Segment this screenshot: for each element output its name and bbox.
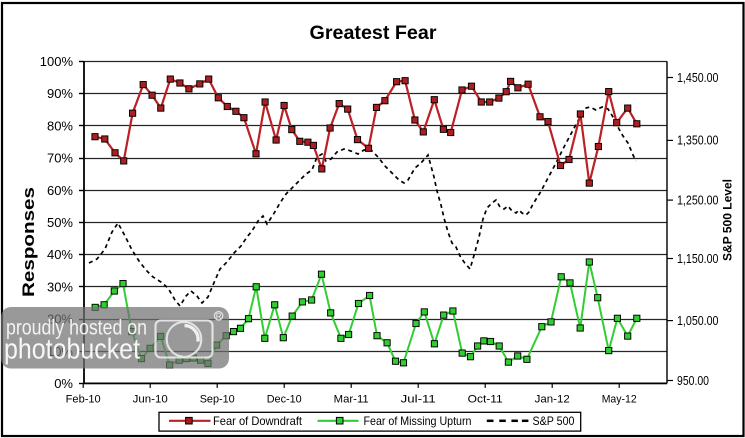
svg-text:80%: 80% <box>47 118 73 133</box>
svg-text:Responses: Responses <box>20 187 38 297</box>
svg-text:90%: 90% <box>47 86 73 101</box>
svg-text:40%: 40% <box>47 247 73 262</box>
svg-text:70%: 70% <box>47 151 73 166</box>
svg-text:S&P 500: S&P 500 <box>533 414 575 428</box>
svg-text:photobucket: photobucket <box>4 334 140 366</box>
svg-text:0%: 0% <box>54 376 73 391</box>
svg-text:950.00: 950.00 <box>677 374 709 388</box>
svg-text:Sep-10: Sep-10 <box>200 394 235 406</box>
svg-text:Jan-12: Jan-12 <box>535 394 570 406</box>
svg-text:proudly hosted on: proudly hosted on <box>6 316 147 340</box>
svg-text:Feb-10: Feb-10 <box>66 394 101 406</box>
svg-text:Fear of Missing Upturn: Fear of Missing Upturn <box>364 414 472 428</box>
svg-text:Dec-10: Dec-10 <box>267 394 302 406</box>
svg-text:30%: 30% <box>47 279 73 294</box>
svg-text:Jun-10: Jun-10 <box>133 394 168 406</box>
svg-text:1,350.00: 1,350.00 <box>677 134 719 148</box>
svg-text:50%: 50% <box>47 215 73 230</box>
svg-text:Mar-11: Mar-11 <box>334 394 369 406</box>
svg-text:S&P 500 Level: S&P 500 Level <box>721 179 735 261</box>
svg-text:1,050.00: 1,050.00 <box>677 314 719 328</box>
svg-text:1,150.00: 1,150.00 <box>677 252 719 266</box>
svg-text:Oct-11: Oct-11 <box>468 394 503 406</box>
svg-text:Greatest Fear: Greatest Fear <box>310 23 438 44</box>
svg-text:100%: 100% <box>40 54 74 69</box>
svg-text:R: R <box>216 312 222 321</box>
svg-text:60%: 60% <box>47 183 73 198</box>
svg-text:Jul-11: Jul-11 <box>401 394 436 406</box>
svg-text:1,450.00: 1,450.00 <box>677 71 719 85</box>
svg-text:Fear of Downdraft: Fear of Downdraft <box>213 414 303 428</box>
svg-text:1,250.00: 1,250.00 <box>677 193 719 207</box>
svg-text:May-12: May-12 <box>602 394 637 406</box>
